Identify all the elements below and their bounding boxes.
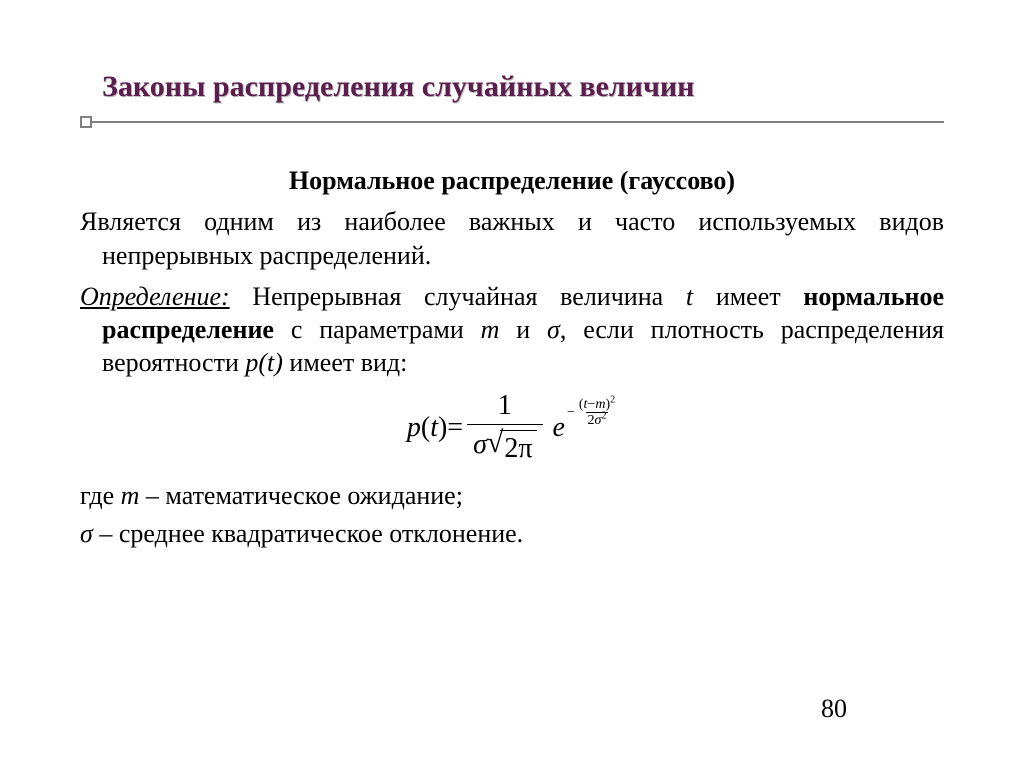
exp-denominator: 2σ2 (586, 412, 609, 428)
text: имеет вид: (283, 348, 407, 377)
formula: p(t) = 1 σ√2π e − (t−m)2 2σ2 (407, 388, 617, 468)
exp-minus: − (567, 406, 575, 420)
exp-den-sq: 2 (601, 410, 606, 421)
exp-numerator: (t−m)2 (577, 398, 617, 412)
sqrt: √2π (487, 430, 537, 467)
fraction-main: 1 σ√2π (467, 388, 542, 468)
text: с параметрами (274, 315, 481, 344)
lhs-p: p (407, 410, 421, 446)
var-sigma: σ (80, 519, 93, 548)
page-number: 80 (804, 694, 864, 724)
subheading: Нормальное распределение (гауссово) (80, 164, 944, 197)
text: имеет (693, 282, 803, 311)
exponential: e − (t−m)2 2σ2 (553, 410, 618, 446)
slide: Законы распределения случайных величин Н… (0, 0, 1024, 768)
exp-num-sq: 2 (610, 394, 615, 405)
text: – математическое ожидание; (139, 481, 463, 510)
var-sigma: σ (547, 315, 560, 344)
text-2pi: 2π (504, 433, 532, 464)
lparen: ( (421, 410, 430, 446)
rparen: ) (438, 410, 447, 446)
title-rule (80, 116, 944, 128)
rule-line (92, 121, 944, 123)
rule-square-icon (80, 116, 92, 128)
radicand-2pi: 2π (500, 430, 536, 467)
paragraph-sigma: σ – среднее квадратическое отклонение. (102, 517, 944, 550)
exponent: − (t−m)2 2σ2 (567, 398, 617, 428)
e: e (553, 410, 565, 446)
definition-label: Определение: (80, 282, 230, 311)
slide-title: Законы распределения случайных величин (102, 70, 944, 104)
radical-icon: √ (487, 429, 503, 456)
den-sigma: σ (473, 429, 487, 460)
denominator: σ√2π (467, 424, 542, 467)
var-m: m (481, 315, 500, 344)
var-pt: p(t) (245, 348, 283, 377)
numerator-1: 1 (492, 388, 518, 425)
paragraph-where-m: где m – математическое ожидание; (102, 479, 944, 512)
text: и (499, 315, 547, 344)
exp-fraction: (t−m)2 2σ2 (577, 398, 617, 428)
exp-2: 2 (588, 413, 595, 428)
text: Является одним из наиболее важных и част… (80, 207, 944, 269)
paragraph-intro: Является одним из наиболее важных и част… (102, 205, 944, 272)
paragraph-definition: Определение: Непрерывная случайная велич… (102, 280, 944, 380)
equals: = (447, 410, 463, 446)
text: Непрерывная случайная величина (230, 282, 686, 311)
lhs-t: t (430, 410, 438, 446)
text: – среднее квадратическое отклонение. (93, 519, 523, 548)
slide-body: Нормальное распределение (гауссово) Явля… (80, 164, 944, 550)
text: где (80, 481, 121, 510)
var-m: m (121, 481, 140, 510)
formula-block: p(t) = 1 σ√2π e − (t−m)2 2σ2 (80, 388, 944, 468)
